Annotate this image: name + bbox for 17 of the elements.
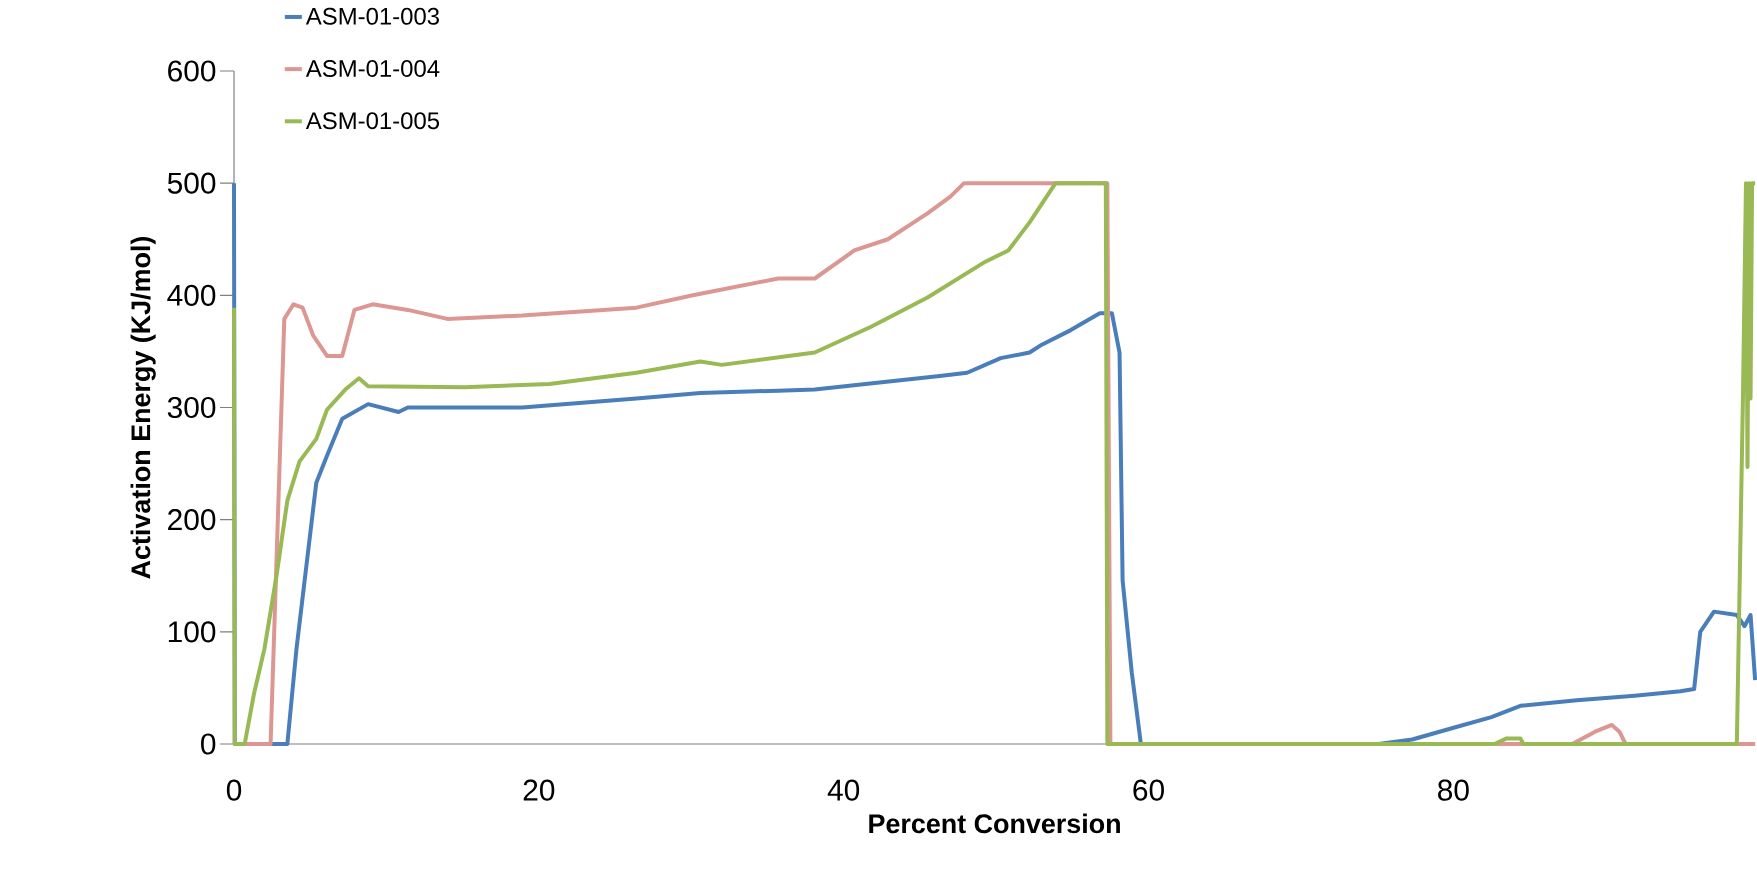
y-tick-label: 600 bbox=[168, 60, 216, 82]
y-tick-label: 0 bbox=[201, 733, 216, 755]
x-tick-label: 20 bbox=[523, 779, 555, 801]
y-tick-label: 200 bbox=[168, 509, 216, 531]
y-tick-label: 100 bbox=[168, 621, 216, 643]
y-axis-title: Activation Energy (KJ/mol) bbox=[130, 236, 156, 579]
x-tick-label: 80 bbox=[1438, 779, 1469, 801]
x-tick-label: 0 bbox=[226, 779, 242, 801]
legend-label: ASM-01-004 bbox=[305, 60, 440, 77]
legend-label: ASM-01-005 bbox=[305, 112, 440, 130]
x-tick-label: 60 bbox=[1133, 779, 1164, 801]
y-tick-label: 400 bbox=[167, 284, 216, 306]
y-tick-label: 300 bbox=[167, 396, 216, 419]
y-tick-label: 500 bbox=[167, 172, 216, 194]
x-tick-label: 40 bbox=[827, 779, 860, 801]
x-axis-title: Percent Conversion bbox=[869, 813, 1120, 834]
legend-label: ASM-01-003 bbox=[305, 7, 439, 25]
